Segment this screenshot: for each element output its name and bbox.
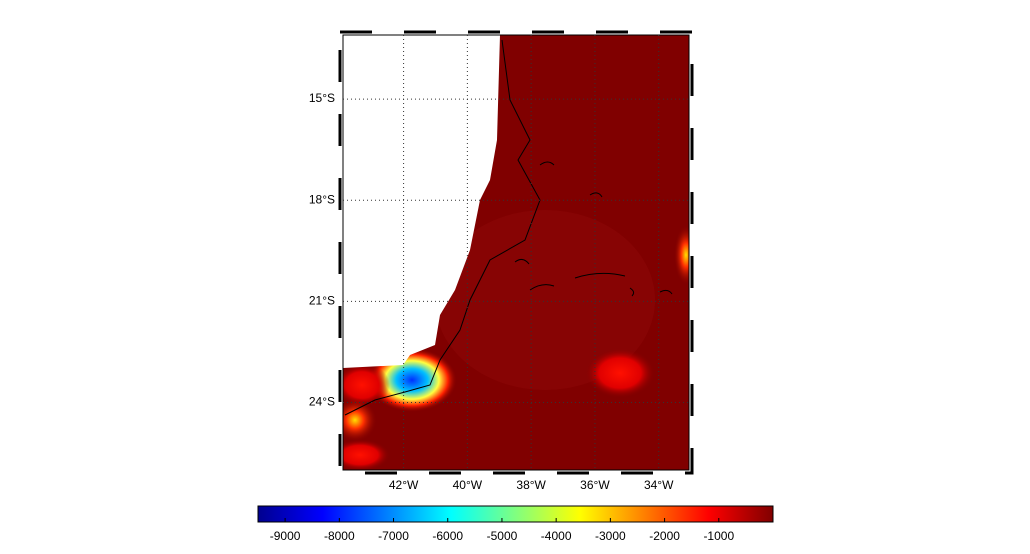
reef-outline	[514, 161, 673, 297]
lon-tick-label: 36°W	[580, 478, 610, 492]
lon-tick-label: 38°W	[516, 478, 546, 492]
land	[343, 35, 500, 368]
lon-tick-label: 40°W	[453, 478, 483, 492]
colorbar-tick-label: -7000	[378, 529, 409, 543]
lon-tick-label: 42°W	[389, 478, 419, 492]
map-field	[343, 35, 689, 470]
map-frame	[342, 34, 690, 471]
colorbar-tick-label: -1000	[703, 529, 734, 543]
anomaly	[585, 348, 655, 398]
colorbar-tick-label: -9000	[270, 529, 301, 543]
colorbar-tick-label: -3000	[595, 529, 626, 543]
colorbar-tick-label: -6000	[432, 529, 463, 543]
fancy-frame	[338, 30, 694, 475]
colorbar-tick-label: -2000	[649, 529, 680, 543]
anomaly	[343, 439, 390, 470]
colorbar-tick-label: -4000	[541, 529, 572, 543]
lat-tick-label: 24°S	[309, 395, 335, 409]
shelf-tone	[435, 210, 655, 390]
colorbar	[257, 505, 774, 523]
lon-tick-label: 34°W	[644, 478, 674, 492]
colorbar-tick-label: -5000	[487, 529, 518, 543]
colorbar-tick-label: -8000	[324, 529, 355, 543]
anomaly	[343, 363, 390, 407]
lat-tick-label: 15°S	[309, 91, 335, 105]
coastline	[344, 39, 541, 416]
anomaly	[674, 225, 689, 285]
lat-tick-label: 18°S	[309, 192, 335, 206]
lat-tick-label: 21°S	[309, 294, 335, 308]
anomaly	[343, 398, 377, 442]
